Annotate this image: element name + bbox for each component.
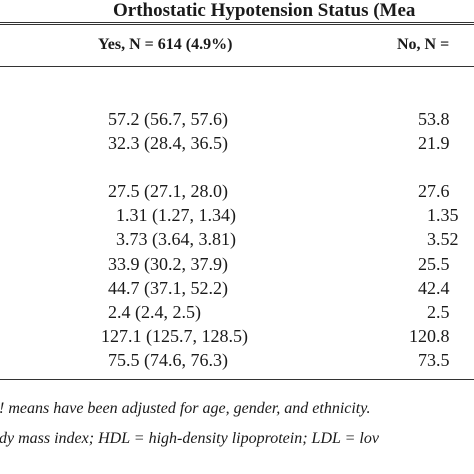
cell-no: 42.4 [418,278,450,298]
cell-no: 21.9 [418,133,450,153]
cell-no: 2.5 [427,302,450,322]
column-header-yes: Yes, N = 614 (4.9%) [98,36,233,53]
cell-yes: 57.2 (56.7, 57.6) [108,109,228,129]
cell-no: 3.52 [427,229,459,249]
cell-yes: 3.73 (3.64, 3.81) [116,229,236,249]
cell-no: 120.8 [409,326,450,346]
header-bottom-rule [0,66,474,67]
cell-yes: 2.4 (2.4, 2.5) [108,302,201,322]
column-header-no: No, N = [397,36,450,53]
cell-yes: 32.3 (28.4, 36.5) [108,133,228,153]
cell-yes: 127.1 (125.7, 128.5) [101,326,248,346]
cell-no: 25.5 [418,254,450,274]
header-mid-rule [0,24,474,25]
cell-no: 27.6 [418,181,450,201]
cell-yes: 1.31 (1.27, 1.34) [116,205,236,225]
footnote: dy mass index; HDL = high-density lipopr… [0,430,379,447]
cell-yes: 44.7 (37.1, 52.2) [108,278,228,298]
cell-no: 73.5 [418,350,450,370]
cell-yes: 75.5 (74.6, 76.3) [108,350,228,370]
table-title: Orthostatic Hypotension Status (Mea [113,0,416,21]
footnote: ! means have been adjusted for age, gend… [0,400,371,417]
table-top-rule [0,22,474,23]
cell-yes: 33.9 (30.2, 37.9) [108,254,228,274]
cell-yes: 27.5 (27.1, 28.0) [108,181,228,201]
cell-no: 1.35 [427,205,459,225]
cell-no: 53.8 [418,109,450,129]
table-bottom-rule [0,379,474,380]
